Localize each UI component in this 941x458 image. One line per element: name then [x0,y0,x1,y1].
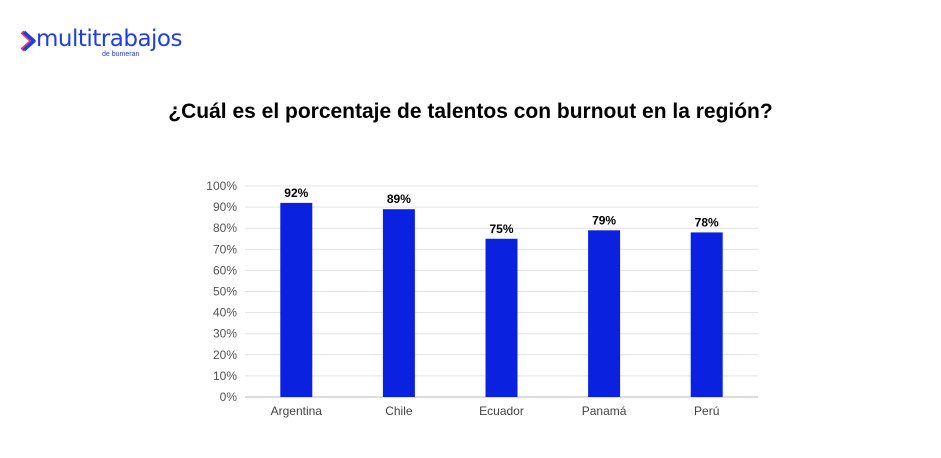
bar [588,230,621,397]
y-tick-label: 30% [213,327,237,341]
data-label: 92% [284,186,308,200]
y-tick-label: 40% [213,306,237,320]
logo-subtext: de bumeran [102,51,140,58]
y-tick-label: 50% [213,285,237,299]
y-tick-label: 10% [213,369,237,383]
logo-chevron-icon [20,30,36,52]
logo: multitrabajos de bumeran [20,26,183,58]
data-label: 78% [695,215,719,229]
logo-text: multitrabajos [36,26,183,52]
x-tick-label: Perú [694,404,719,418]
data-label: 89% [387,192,411,206]
y-tick-label: 60% [213,263,237,277]
bar [280,202,313,397]
y-tick-label: 0% [220,390,238,404]
x-tick-label: Chile [385,404,413,418]
data-label: 79% [592,213,616,227]
x-tick-label: Panamá [582,404,627,418]
data-label: 75% [489,222,513,236]
x-tick-label: Ecuador [479,404,524,418]
y-tick-label: 70% [213,242,237,256]
x-tick-label: Argentina [271,404,323,418]
y-tick-label: 100% [206,179,237,193]
bar [690,232,723,397]
bar [485,238,518,397]
y-tick-label: 20% [213,348,237,362]
y-tick-label: 80% [213,221,237,235]
y-tick-label: 90% [213,200,237,214]
chart-title: ¿Cuál es el porcentaje de talentos con b… [168,100,773,123]
bar [382,209,415,397]
